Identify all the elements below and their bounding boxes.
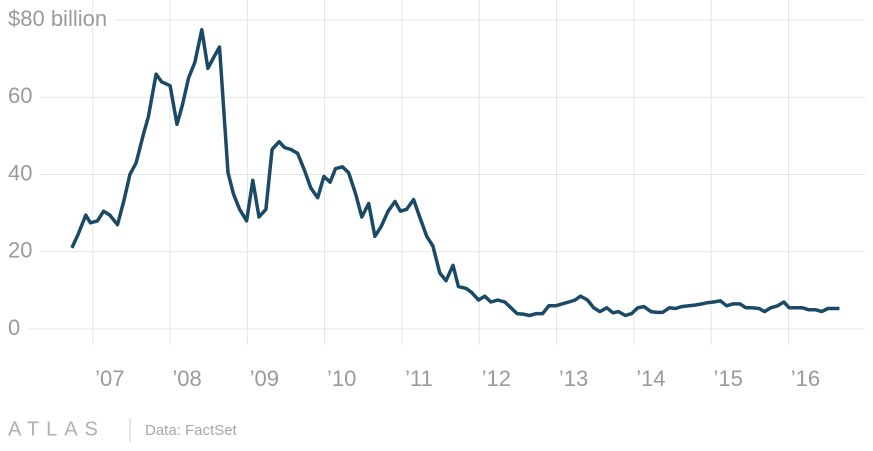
y-tick-label: 20 (8, 238, 32, 263)
grid (28, 0, 865, 345)
x-tick-label: ’11 (405, 366, 433, 391)
x-tick-label: ’14 (636, 366, 665, 391)
y-tick-label: 40 (8, 160, 32, 185)
line (70, 27, 840, 318)
x-tick-label: ’09 (250, 366, 279, 391)
logo: ATLAS (8, 418, 105, 440)
x-tick-label: ’15 (713, 366, 742, 391)
y-tick-label: $80 billion (8, 6, 107, 31)
y-tick-label: 60 (8, 83, 32, 108)
source: Data: FactSet (145, 422, 238, 439)
x-tick-label: ’07 (95, 366, 124, 391)
x-tick-label: ’12 (482, 366, 511, 391)
y-tick-label: 0 (8, 315, 20, 340)
x-tick-label: ’08 (172, 366, 201, 391)
x-tick-label: ’13 (559, 366, 588, 391)
x-tick-label: ’10 (327, 366, 356, 391)
x-tick-label: ’16 (791, 366, 820, 391)
